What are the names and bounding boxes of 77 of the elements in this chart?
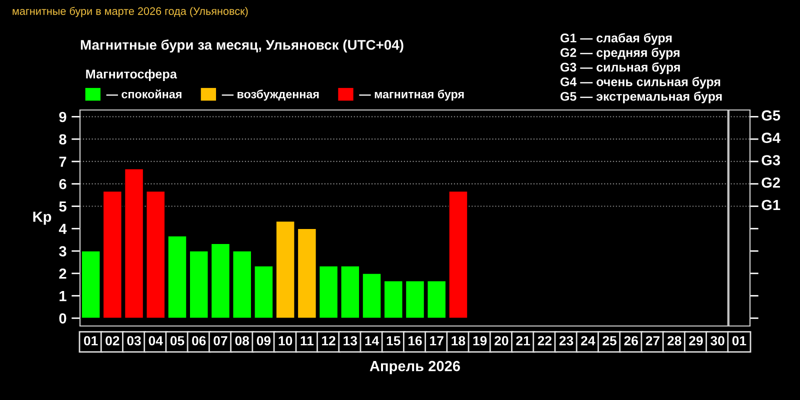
x-tick-label: 07 bbox=[214, 336, 228, 346]
bar bbox=[232, 250, 252, 319]
bar bbox=[81, 250, 101, 319]
x-tick-label: 23 bbox=[559, 336, 574, 346]
bar bbox=[276, 220, 296, 319]
text: G5 — экстремальная буря bbox=[560, 92, 722, 104]
x-tick-label: 03 bbox=[127, 336, 141, 346]
y-tick-label: 9 bbox=[59, 112, 66, 122]
y-tick-label: 6 bbox=[59, 178, 66, 190]
x-tick-label: 13 bbox=[344, 336, 358, 346]
y-tick-label: 2 bbox=[59, 268, 66, 279]
x-tick-label: 17 bbox=[430, 336, 444, 346]
bar bbox=[124, 168, 144, 319]
x-axis-title: Апрель 2026 bbox=[370, 360, 460, 374]
x-tick-label: 02 bbox=[106, 336, 120, 346]
y-axis-title: Kp bbox=[33, 212, 52, 225]
x-tick-label: 20 bbox=[494, 336, 508, 346]
x-tick-label: 12 bbox=[322, 336, 336, 346]
x-tick-label: 15 bbox=[386, 336, 400, 346]
ref-line-label: G3 bbox=[762, 155, 780, 166]
x-tick-label: 06 bbox=[192, 336, 206, 346]
x-tick-label: 25 bbox=[602, 336, 616, 346]
text: магнитные бури в марте 2026 года (Ульяновск) bbox=[12, 6, 248, 18]
x-tick-label: 18 bbox=[452, 336, 466, 346]
x-tick-label: 27 bbox=[646, 336, 660, 346]
y-tick-label: 4 bbox=[58, 224, 67, 234]
text: G4 — очень сильная буря bbox=[560, 76, 720, 89]
bar bbox=[146, 190, 166, 319]
x-tick-label: 01 bbox=[84, 336, 98, 346]
bar bbox=[297, 228, 317, 319]
chart-title: Магнитные бури за месяц, Ульяновск (UTC+04) bbox=[80, 39, 404, 53]
bar bbox=[254, 266, 274, 319]
legend-label: — магнитная буря bbox=[359, 90, 464, 101]
ref-line-label: G5 bbox=[762, 110, 780, 121]
x-tick-label: 24 bbox=[581, 336, 596, 346]
x-tick-label: 26 bbox=[624, 336, 638, 346]
x-tick-label: 14 bbox=[365, 336, 380, 346]
bar bbox=[362, 272, 382, 319]
x-tick-label: 30 bbox=[710, 336, 724, 346]
bar bbox=[210, 243, 230, 319]
x-tick-label: 28 bbox=[667, 336, 682, 346]
text: G2 — средняя буря bbox=[560, 48, 680, 60]
bar bbox=[426, 280, 446, 319]
bar bbox=[405, 280, 425, 319]
ref-line-label: G2 bbox=[762, 177, 780, 188]
y-tick-label: 5 bbox=[59, 202, 66, 212]
x-tick-label: 08 bbox=[235, 336, 250, 346]
x-tick-label: 22 bbox=[538, 336, 552, 346]
ref-line-label: G1 bbox=[762, 200, 780, 210]
bar bbox=[318, 266, 338, 319]
x-tick-label: 04 bbox=[148, 336, 163, 346]
x-tick-label: 11 bbox=[300, 336, 314, 346]
x-tick-label: 16 bbox=[408, 336, 422, 346]
legend-label: — спокойная bbox=[106, 90, 182, 98]
bar bbox=[102, 190, 122, 319]
bar bbox=[189, 250, 209, 319]
bar bbox=[384, 280, 404, 319]
bar bbox=[448, 190, 468, 319]
legend-title: Магнитосфера bbox=[86, 69, 178, 82]
y-tick-label: 1 bbox=[60, 291, 66, 302]
x-tick-label: 19 bbox=[473, 336, 487, 346]
x-tick-label: 21 bbox=[516, 336, 530, 346]
x-tick-label: 09 bbox=[256, 336, 271, 346]
x-tick-label: 29 bbox=[689, 336, 703, 346]
y-tick-label: 7 bbox=[59, 156, 66, 167]
legend-label: — возбужденная bbox=[222, 90, 319, 101]
x-tick-label: 05 bbox=[170, 336, 184, 346]
y-tick-label: 3 bbox=[59, 246, 66, 256]
x-tick-label: 10 bbox=[278, 336, 292, 346]
text: G3 — сильная буря bbox=[560, 62, 680, 74]
ref-line-label: G4 bbox=[762, 132, 780, 144]
text: G1 — слабая буря bbox=[560, 33, 672, 45]
bar bbox=[340, 266, 360, 319]
bar bbox=[168, 236, 187, 319]
y-tick-label: 8 bbox=[59, 134, 66, 145]
x-tick-label: 01 bbox=[732, 336, 746, 346]
y-tick-label: 0 bbox=[59, 313, 66, 324]
